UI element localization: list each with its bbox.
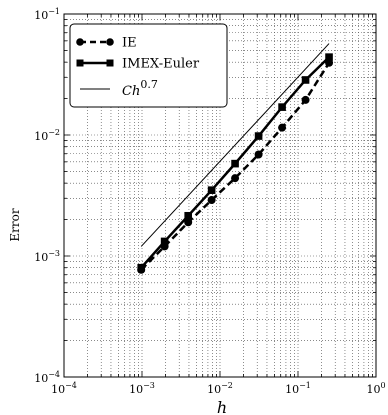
x-tick-label: 10−1 xyxy=(285,381,311,396)
data-point-circle xyxy=(278,123,287,132)
data-point-circle xyxy=(184,218,193,227)
legend-label-imex-euler: IMEX-Euler xyxy=(122,57,200,72)
y-axis-label: Error xyxy=(8,208,22,241)
legend-marker-imex-euler-2 xyxy=(106,59,114,67)
series-2 xyxy=(140,43,330,247)
data-point-square xyxy=(301,76,310,84)
data-point-circle xyxy=(207,196,216,205)
data-point-circle xyxy=(231,174,240,183)
data-point-square xyxy=(184,211,192,220)
x-tick-label-base: 10 xyxy=(129,383,143,396)
x-tick-label-base: 10 xyxy=(51,383,65,396)
series-line-2 xyxy=(140,43,330,247)
data-point-square xyxy=(231,159,239,168)
y-tick-label-exponent: −3 xyxy=(48,249,60,258)
x-tick-label-base: 10 xyxy=(207,383,221,396)
axis-ticks xyxy=(63,14,376,378)
y-tick-label: 10−4 xyxy=(34,370,60,385)
y-tick-label: 10−3 xyxy=(34,249,60,264)
y-tick-label-base: 10 xyxy=(34,372,48,385)
legend-entry-imex-euler: IMEX-Euler xyxy=(76,57,200,72)
data-point-square xyxy=(160,237,169,246)
data-point-circle xyxy=(254,150,263,159)
legend-label-ie: IE xyxy=(122,36,137,51)
y-tick-label: 10−2 xyxy=(34,128,60,143)
data-point-square xyxy=(278,103,286,111)
data-point-circle xyxy=(301,95,310,104)
data-point-square xyxy=(325,53,333,61)
x-tick-label-exponent: −1 xyxy=(299,381,311,390)
legend-entry-reference: Ch0.7 xyxy=(80,78,158,99)
x-axis-label: h xyxy=(217,398,227,415)
y-tick-label-exponent: −2 xyxy=(48,128,60,137)
series-line-0 xyxy=(140,62,331,271)
legend-marker-imex-euler-1 xyxy=(76,59,84,67)
legend: IE IMEX-Euler Ch0.7 xyxy=(69,23,228,108)
y-tick-label-base: 10 xyxy=(34,130,48,143)
legend-marker-ie-1 xyxy=(76,38,84,46)
y-tick-labels: 10−410−310−210−1 xyxy=(34,7,60,385)
legend-entry-ie: IE xyxy=(76,36,137,51)
y-tick-label-base: 10 xyxy=(34,9,48,22)
x-tick-label-base: 10 xyxy=(285,383,299,396)
y-tick-label-exponent: −4 xyxy=(48,370,60,379)
legend-label-reference-base: Ch xyxy=(122,84,140,99)
x-tick-label-exponent: 0 xyxy=(380,381,385,390)
legend-marker-ie-2 xyxy=(106,38,114,46)
series-1 xyxy=(137,53,333,272)
data-point-square xyxy=(137,263,146,272)
legend-label-reference: Ch0.7 xyxy=(122,78,158,99)
x-tick-label: 10−4 xyxy=(51,381,77,396)
data-point-square xyxy=(254,132,263,140)
y-tick-label-base: 10 xyxy=(34,251,48,264)
y-tick-label-exponent: −1 xyxy=(48,7,60,16)
x-tick-label-base: 10 xyxy=(366,383,380,396)
x-tick-label-exponent: −3 xyxy=(143,381,155,390)
x-tick-label: 10−3 xyxy=(129,381,155,396)
x-tick-label: 100 xyxy=(366,381,385,396)
x-tick-label: 10−2 xyxy=(207,381,233,396)
series-layer xyxy=(137,43,334,274)
x-tick-labels: 10−4 10−3 10−2 10−1 100 xyxy=(51,381,385,396)
legend-label-reference-exponent: 0.7 xyxy=(140,78,158,91)
x-tick-label-exponent: −4 xyxy=(65,381,77,390)
data-point-square xyxy=(207,186,216,194)
x-tick-label-exponent: −2 xyxy=(221,381,233,390)
y-tick-label: 10−1 xyxy=(34,7,60,22)
